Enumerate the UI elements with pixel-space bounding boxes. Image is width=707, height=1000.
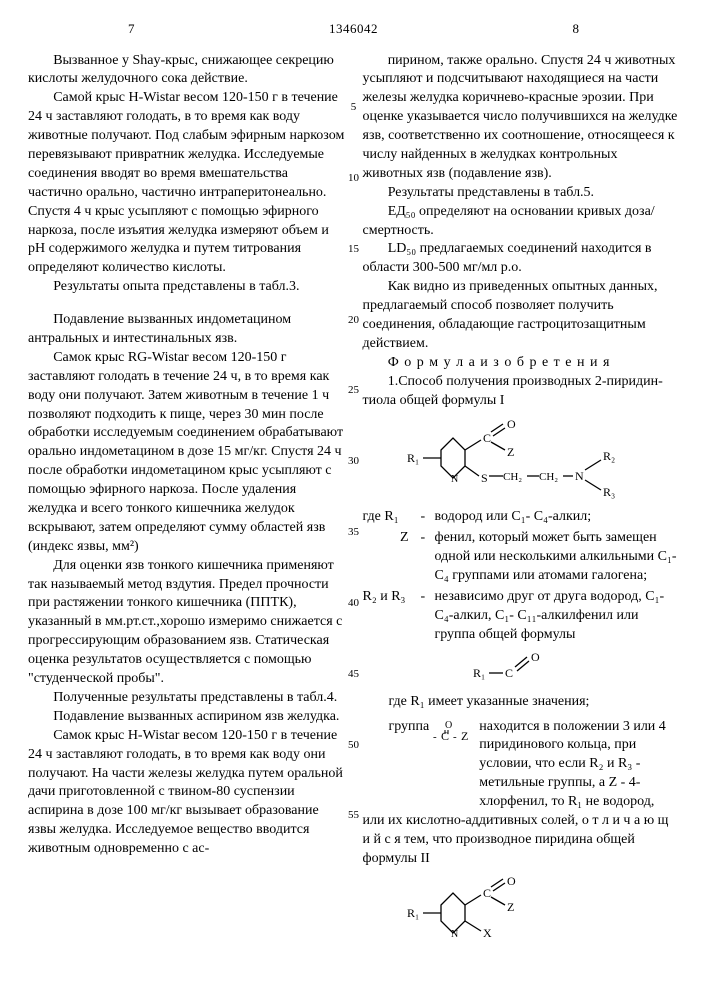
svg-text:Z: Z — [507, 900, 514, 914]
paragraph: Подавление вызванных аспирином язв желуд… — [28, 708, 345, 727]
right-column: пирином, также орально. Спустя 24 ч живо… — [363, 52, 680, 953]
paragraph: Самой крыс H-Wistar весом 120-150 г в те… — [28, 89, 345, 278]
svg-text:C: C — [483, 431, 491, 445]
svg-text:N: N — [451, 929, 458, 940]
svg-text:R₃: R₃ — [603, 485, 615, 499]
paragraph: Полученные результаты представлены в таб… — [28, 689, 345, 708]
paragraph: пирином, также орально. Спустя 24 ч живо… — [363, 52, 680, 184]
svg-text:O: O — [507, 418, 516, 431]
svg-text:C: C — [505, 666, 513, 680]
paragraph: Результаты представлены в табл.5. — [363, 184, 680, 203]
svg-text:-: - — [433, 731, 437, 743]
chemical-formula-1: N R₁ S CH₂ CH₂ N R₂ R₃ C O — [363, 418, 680, 500]
svg-text:CH₂: CH₂ — [539, 471, 558, 483]
line-number-gutter: 5 10 15 20 25 30 35 40 45 50 55 — [344, 58, 364, 823]
paragraph: Результаты опыта представлены в табл.3. — [28, 278, 345, 297]
paragraph: ЕД₅₀ определяют на основании кривых доза… — [363, 203, 680, 241]
svg-text:N: N — [575, 469, 584, 483]
svg-text:R₁: R₁ — [473, 666, 485, 680]
definition-r1: где R₁ - водород или С₁- С₄-алкил; — [363, 508, 680, 527]
chemical-formula-2: N R₁ X C O Z — [363, 877, 680, 945]
svg-text:O: O — [531, 650, 540, 664]
paragraph: Для оценки язв тонкого кишечника применя… — [28, 557, 345, 689]
paragraph: Вызванное у Shay-крыс, снижающее секреци… — [28, 52, 345, 90]
definition-r2r3: R₂ и R₃ - независимо друг от друга водор… — [363, 588, 680, 645]
page-number-right: 8 — [573, 20, 580, 38]
paragraph: Самок крыс H-Wistar весом 120-150 г в те… — [28, 727, 345, 859]
claims-title: Ф о р м у л а и з о б р е т е н и я — [363, 354, 680, 373]
definition-r1-ref: где R₁ имеет указанные значения; — [363, 693, 680, 712]
document-number: 1346042 — [329, 20, 378, 38]
svg-text:N: N — [451, 474, 458, 485]
svg-text:O: O — [445, 720, 452, 731]
salt-clause: или их кислотно-аддитивных солей, о т л … — [363, 812, 680, 869]
definition-z: Z - фенил, который может быть замещен од… — [363, 529, 680, 586]
paragraph: Подавление вызванных индометацином антра… — [28, 311, 345, 349]
svg-text:Z: Z — [507, 445, 514, 459]
svg-text:C: C — [483, 886, 491, 900]
svg-text:R₂: R₂ — [603, 449, 615, 463]
paragraph: Самок крыс RG-Wistar весом 120-150 г зас… — [28, 349, 345, 557]
svg-text:-: - — [453, 731, 457, 743]
svg-text:X: X — [483, 926, 492, 940]
svg-text:R₁: R₁ — [407, 451, 419, 465]
paragraph: LD₅₀ предлагаемых соединений находится в… — [363, 240, 680, 278]
svg-text:S: S — [481, 471, 488, 485]
paragraph: Как видно из приведенных опытных данных,… — [363, 278, 680, 354]
group-condition: группа - C O - Z находится в положении 3… — [363, 718, 680, 812]
svg-text:O: O — [507, 877, 516, 888]
svg-text:Z: Z — [461, 729, 468, 743]
page-number-left: 7 — [128, 20, 135, 38]
svg-text:CH₂: CH₂ — [503, 471, 522, 483]
left-column: Вызванное у Shay-крыс, снижающее секреци… — [28, 52, 345, 953]
claim: 1.Способ получения производных 2-пиридин… — [363, 373, 680, 411]
svg-text:R₁: R₁ — [407, 906, 419, 920]
chemical-formula-small: R₁ C O — [363, 649, 680, 689]
